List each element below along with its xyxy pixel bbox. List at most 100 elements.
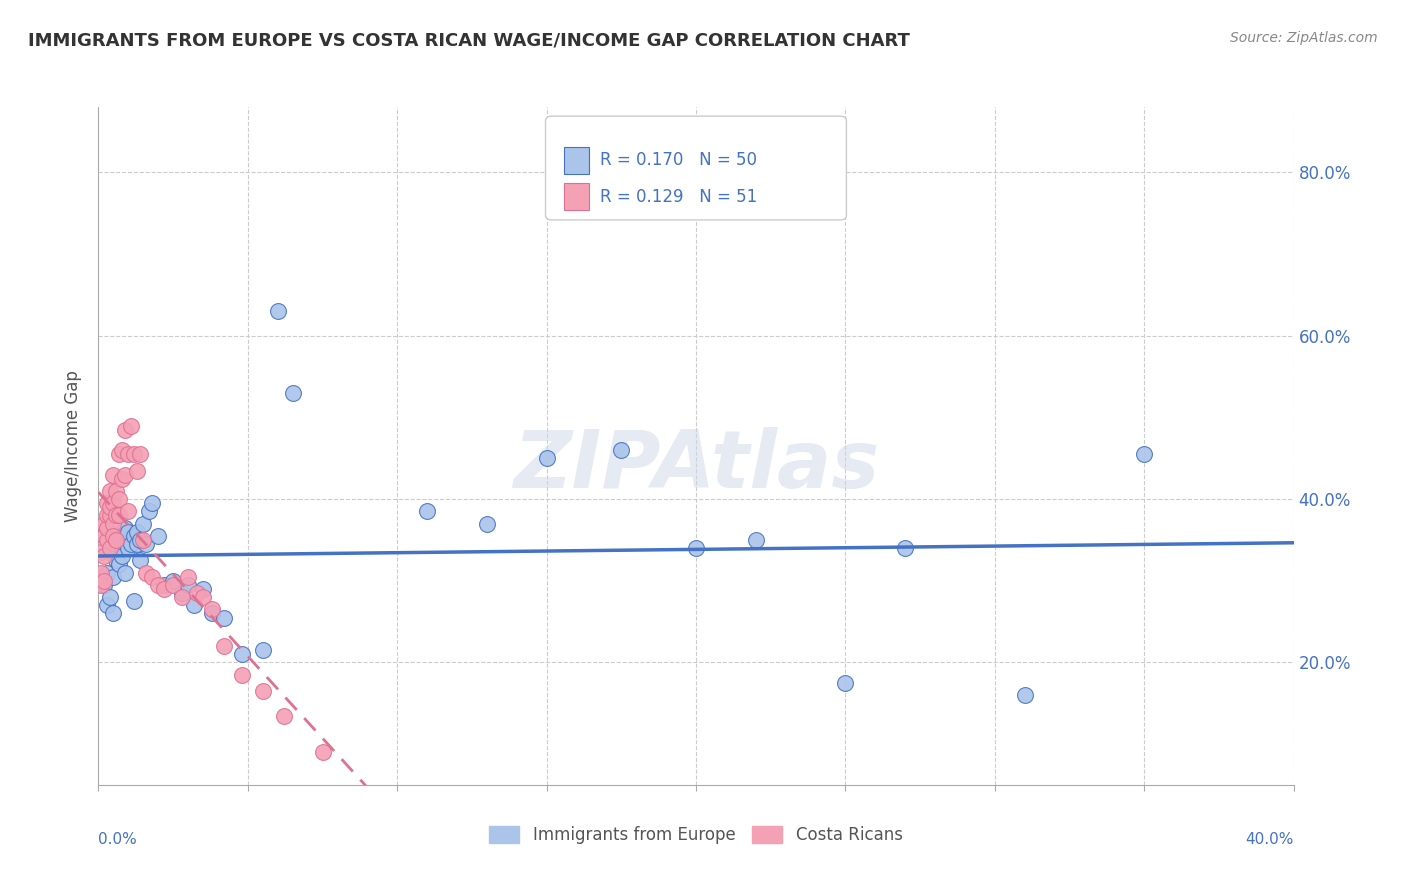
Point — [108, 492, 131, 507]
Point — [124, 594, 146, 608]
Point — [834, 676, 856, 690]
Legend: Immigrants from Europe, Costa Ricans: Immigrants from Europe, Costa Ricans — [489, 826, 903, 845]
Point — [111, 541, 134, 555]
Point — [177, 578, 200, 592]
Point — [124, 447, 146, 461]
Point — [103, 467, 125, 482]
Point — [105, 537, 128, 551]
Point — [267, 304, 290, 318]
Point — [252, 684, 274, 698]
Text: ZIPAtlas: ZIPAtlas — [513, 427, 879, 506]
Point — [191, 590, 214, 604]
Point — [231, 667, 253, 681]
Point — [135, 537, 157, 551]
Point — [93, 529, 115, 543]
Point — [138, 504, 160, 518]
Point — [98, 541, 122, 555]
Point — [103, 529, 125, 543]
Point — [183, 599, 205, 613]
Point — [135, 566, 157, 580]
Point — [114, 423, 136, 437]
Point — [93, 574, 115, 588]
Point — [132, 533, 155, 547]
Point — [114, 467, 136, 482]
Point — [186, 586, 208, 600]
Point — [111, 472, 134, 486]
Point — [201, 602, 224, 616]
Point — [201, 607, 224, 621]
Y-axis label: Wage/Income Gap: Wage/Income Gap — [65, 370, 83, 522]
Point — [212, 610, 235, 624]
Point — [191, 582, 214, 596]
Point — [98, 590, 122, 604]
Point — [475, 516, 498, 531]
Point — [105, 533, 128, 547]
Point — [117, 447, 139, 461]
Point — [129, 447, 152, 461]
Point — [231, 647, 253, 661]
Point — [90, 566, 112, 580]
Point — [212, 639, 235, 653]
Point — [124, 529, 146, 543]
Point — [98, 500, 122, 515]
Point — [153, 582, 176, 596]
Point — [108, 558, 131, 572]
Point — [114, 521, 136, 535]
Text: Source: ZipAtlas.com: Source: ZipAtlas.com — [1230, 31, 1378, 45]
Point — [153, 578, 176, 592]
Text: 40.0%: 40.0% — [1246, 832, 1294, 847]
Point — [98, 483, 122, 498]
Point — [108, 529, 131, 543]
Text: R = 0.129   N = 51: R = 0.129 N = 51 — [600, 187, 758, 205]
Point — [96, 599, 118, 613]
Point — [103, 516, 125, 531]
Text: 0.0%: 0.0% — [98, 832, 138, 847]
Point — [96, 566, 118, 580]
Point — [114, 566, 136, 580]
Point — [103, 496, 125, 510]
Point — [273, 708, 295, 723]
Point — [120, 537, 142, 551]
Point — [148, 578, 170, 592]
Point — [172, 586, 194, 600]
Point — [129, 533, 152, 547]
Text: R = 0.170   N = 50: R = 0.170 N = 50 — [600, 152, 758, 169]
Point — [127, 537, 149, 551]
Point — [90, 545, 112, 559]
Text: IMMIGRANTS FROM EUROPE VS COSTA RICAN WAGE/INCOME GAP CORRELATION CHART: IMMIGRANTS FROM EUROPE VS COSTA RICAN WA… — [28, 31, 910, 49]
Point — [132, 516, 155, 531]
Point — [111, 443, 134, 458]
Point — [90, 578, 112, 592]
Point — [96, 508, 118, 523]
Point — [252, 643, 274, 657]
Point — [894, 541, 917, 555]
Point — [98, 508, 122, 523]
Point — [745, 533, 768, 547]
Point — [117, 504, 139, 518]
Point — [141, 496, 163, 510]
Point — [129, 553, 152, 567]
Point — [103, 607, 125, 621]
Point — [93, 578, 115, 592]
Point — [120, 418, 142, 433]
Point — [111, 549, 134, 564]
Point — [536, 451, 558, 466]
Point — [1014, 688, 1036, 702]
Point — [103, 570, 125, 584]
Point — [96, 533, 118, 547]
Point — [685, 541, 707, 555]
Point — [127, 463, 149, 477]
Point — [177, 570, 200, 584]
Point — [281, 385, 304, 400]
Point — [105, 508, 128, 523]
Point — [105, 483, 128, 498]
Point — [311, 745, 333, 759]
Point — [105, 553, 128, 567]
Point — [172, 590, 194, 604]
Point — [108, 508, 131, 523]
Point — [96, 496, 118, 510]
Point — [93, 516, 115, 531]
Point — [117, 541, 139, 555]
Point — [93, 549, 115, 564]
Point — [162, 574, 184, 588]
